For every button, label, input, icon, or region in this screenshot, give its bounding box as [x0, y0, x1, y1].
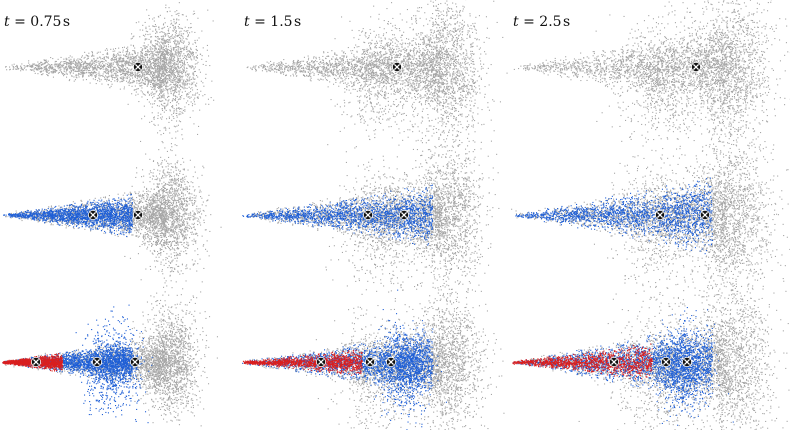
- panel-row-gray-only-col-3: [514, 0, 790, 191]
- circled-cross-icon-3-1-2: [92, 357, 101, 366]
- circled-cross-icon-1-3-1: [691, 62, 700, 71]
- circled-cross-icon-3-2-3: [386, 357, 395, 366]
- circled-cross-icon-2-3-1: [655, 210, 664, 219]
- panel-row-gray-blue-red-col-2: [242, 223, 504, 430]
- circled-cross-icon-3-3-1: [609, 357, 618, 366]
- panel-row-gray-blue-col-1: [3, 128, 222, 297]
- circled-cross-icon-3-2-2: [365, 357, 374, 366]
- circled-cross-icon-2-1-1: [88, 210, 97, 219]
- circled-cross-icon-3-1-1: [31, 357, 40, 366]
- circled-cross-icon-2-1-2: [133, 210, 142, 219]
- circled-cross-icon-3-3-2: [661, 357, 670, 366]
- circled-cross-icon-1-2-1: [392, 62, 401, 71]
- circled-cross-icon-3-3-3: [682, 357, 691, 366]
- circled-cross-icon-2-2-1: [363, 210, 372, 219]
- panel-row-gray-only-col-2: [247, 0, 508, 170]
- panel-row-gray-blue-col-2: [242, 103, 516, 345]
- circled-cross-icon-2-2-2: [399, 210, 408, 219]
- circled-cross-icon-1-1-1: [133, 62, 142, 71]
- panel-row-gray-only-col-1: [5, 0, 214, 161]
- circled-cross-icon-3-1-3: [130, 357, 139, 366]
- circled-cross-icon-3-2-1: [316, 357, 325, 366]
- panel-row-gray-blue-red-col-1: [2, 276, 218, 430]
- circled-cross-icon-2-3-2: [700, 210, 709, 219]
